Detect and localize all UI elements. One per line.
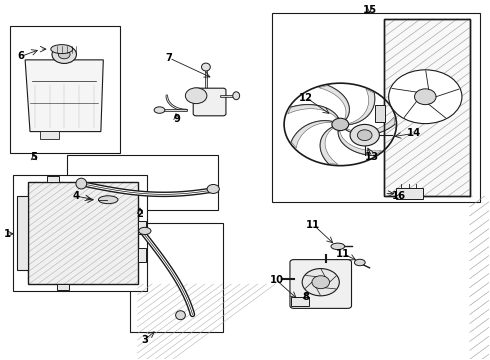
Circle shape	[415, 89, 436, 105]
Bar	[47, 176, 59, 182]
Bar	[67, 155, 218, 211]
Text: 13: 13	[365, 152, 379, 162]
Bar	[57, 284, 69, 291]
Bar	[375, 105, 385, 122]
Ellipse shape	[233, 92, 240, 100]
Text: 10: 10	[270, 275, 284, 285]
Bar	[10, 26, 121, 153]
Circle shape	[350, 125, 379, 146]
Ellipse shape	[51, 45, 73, 54]
Text: 5: 5	[30, 152, 37, 162]
Text: 1: 1	[3, 229, 11, 239]
Bar	[396, 188, 423, 199]
Bar	[130, 223, 223, 332]
Ellipse shape	[207, 184, 220, 193]
Ellipse shape	[154, 107, 165, 113]
Circle shape	[185, 88, 207, 104]
Bar	[138, 221, 147, 234]
Polygon shape	[318, 85, 349, 119]
Text: 6: 6	[18, 51, 24, 61]
Circle shape	[58, 50, 70, 59]
Text: 11: 11	[306, 220, 320, 230]
Polygon shape	[291, 121, 332, 148]
Text: 8: 8	[303, 292, 310, 302]
FancyBboxPatch shape	[290, 260, 351, 309]
Polygon shape	[346, 117, 395, 135]
Bar	[384, 19, 470, 196]
Polygon shape	[25, 60, 103, 132]
Circle shape	[312, 276, 330, 289]
Text: 12: 12	[299, 93, 313, 103]
Bar	[384, 19, 470, 196]
Text: 11: 11	[336, 248, 350, 258]
Text: 4: 4	[73, 191, 80, 201]
Bar	[27, 182, 138, 284]
Ellipse shape	[331, 243, 344, 249]
Bar	[13, 175, 147, 291]
Ellipse shape	[76, 178, 87, 189]
Text: 9: 9	[173, 114, 180, 124]
Bar	[17, 196, 27, 270]
Circle shape	[332, 118, 349, 131]
Bar	[27, 182, 138, 284]
Circle shape	[357, 130, 372, 140]
Bar	[138, 248, 147, 262]
Polygon shape	[288, 105, 338, 118]
Bar	[292, 297, 309, 306]
Polygon shape	[350, 89, 375, 125]
Ellipse shape	[354, 259, 365, 266]
Ellipse shape	[98, 196, 118, 204]
Polygon shape	[320, 127, 338, 165]
Text: 7: 7	[166, 53, 172, 63]
Text: 3: 3	[142, 334, 148, 345]
Ellipse shape	[201, 63, 210, 71]
Text: 15: 15	[363, 5, 377, 15]
Ellipse shape	[139, 227, 151, 234]
Ellipse shape	[175, 311, 185, 320]
FancyBboxPatch shape	[193, 88, 226, 116]
Circle shape	[302, 269, 339, 296]
Text: 16: 16	[392, 191, 406, 201]
Polygon shape	[338, 131, 381, 156]
Circle shape	[52, 45, 76, 63]
Text: 14: 14	[406, 129, 421, 138]
Text: 2: 2	[137, 209, 144, 219]
Circle shape	[389, 70, 462, 123]
Bar	[272, 13, 480, 202]
Bar	[40, 131, 59, 139]
